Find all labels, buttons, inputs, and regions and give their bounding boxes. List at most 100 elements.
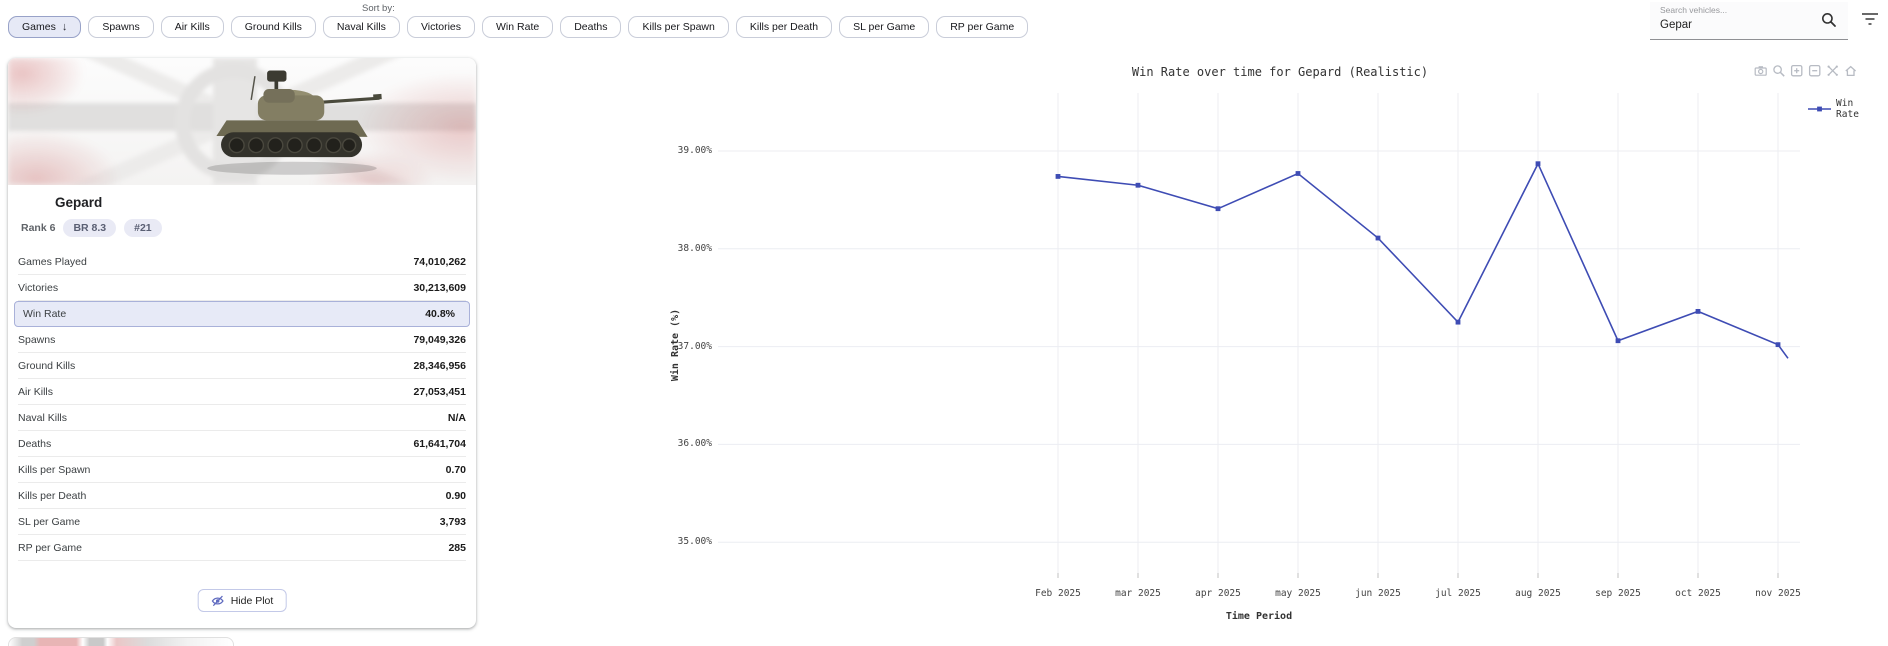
search-input[interactable] [1660,15,1810,35]
stat-label: Naval Kills [18,411,68,424]
stat-row-rp-per-game[interactable]: RP per Game 285 [18,535,466,561]
stat-row-kills-per-spawn[interactable]: Kills per Spawn 0.70 [18,457,466,483]
y-tick-label: 39.00% [677,145,712,156]
sort-button-label: Deaths [574,21,608,33]
sort-button-ground-kills[interactable]: Ground Kills [230,16,316,38]
data-point[interactable] [1215,206,1221,212]
x-tick-label: apr 2025 [1195,588,1241,599]
stat-row-spawns[interactable]: Spawns 79,049,326 [18,327,466,353]
sort-button-deaths[interactable]: Deaths [560,16,622,38]
sort-button-games[interactable]: Games ↓ [8,16,82,38]
sort-button-spawns[interactable]: Spawns [88,16,154,38]
stat-value: 74,010,262 [413,255,466,268]
sort-button-naval-kills[interactable]: Naval Kills [322,16,400,38]
y-tick-label: 38.00% [677,242,712,254]
sort-button-kills-per-death[interactable]: Kills per Death [735,16,833,38]
stat-value: 40.8% [425,308,455,320]
stat-row-kills-per-death[interactable]: Kills per Death 0.90 [18,483,466,509]
chart-legend[interactable]: Win Rate [1808,98,1880,120]
sort-button-label: Air Kills [174,21,210,33]
sort-button-label: RP per Game [950,21,1015,33]
stat-value: 285 [448,541,466,554]
sort-button-label: Kills per Spawn [642,21,715,33]
stat-row-victories[interactable]: Victories 30,213,609 [18,275,466,301]
win-rate-line [1057,161,1789,359]
next-vehicle-card-partial[interactable] [8,637,234,646]
stat-label: Games Played [18,255,87,268]
stat-label: Deaths [18,437,52,450]
sort-button-label: Kills per Death [749,21,819,33]
filter-icon[interactable] [1860,10,1880,28]
sort-button-label: Victories [420,21,462,33]
reset-home-icon[interactable] [1843,63,1858,78]
sort-button-victories[interactable]: Victories [406,16,476,38]
legend-line-sample [1808,106,1832,112]
sort-button-kills-per-spawn[interactable]: Kills per Spawn [628,16,729,38]
sort-button-label: Naval Kills [336,21,386,33]
sort-button-label: Ground Kills [244,21,302,33]
stats-list: Games Played 74,010,262 Victories 30,213,60… [8,249,476,561]
data-point[interactable] [1775,342,1781,348]
sort-button-label: Win Rate [496,21,540,33]
sort-button-label: Games [22,21,56,33]
data-point[interactable] [1615,338,1621,344]
stat-label: RP per Game [18,541,82,554]
autoscale-icon[interactable] [1825,63,1840,78]
stat-row-ground-kills[interactable]: Ground Kills 28,346,956 [18,353,466,379]
sort-by-label: Sort by: [362,3,395,14]
search-icon[interactable] [1820,11,1838,29]
badge--21: #21 [124,219,162,237]
x-tick-label: jul 2025 [1435,588,1481,599]
stat-label: Kills per Spawn [18,463,91,476]
data-point[interactable] [1455,319,1461,325]
legend-label: Win Rate [1836,98,1859,120]
sort-button-sl-per-game[interactable]: SL per Game [839,16,930,38]
sort-button-label: SL per Game [853,21,916,33]
win-rate-chart: Win Rate over time for Gepard (Realistic… [480,48,1880,638]
vehicle-image [8,58,476,185]
stat-value: 3,793 [439,515,466,528]
x-tick-label: oct 2025 [1675,588,1721,599]
search-label: Search vehicles... [1660,5,1728,15]
stat-label: Spawns [18,333,56,346]
stat-row-sl-per-game[interactable]: SL per Game 3,793 [18,509,466,535]
x-tick-label: Feb 2025 [1035,588,1081,599]
sort-button-air-kills[interactable]: Air Kills [160,16,224,38]
vehicle-card: Gepard Rank 6 BR 8.3 #21 Games Played 74,0… [8,58,476,628]
stat-label: Ground Kills [18,359,76,372]
plot-modebar [1753,63,1858,78]
sort-button-win-rate[interactable]: Win Rate [482,16,554,38]
data-point[interactable] [1375,235,1381,241]
zoom-in-icon[interactable] [1789,63,1804,78]
chart-canvas[interactable] [480,48,1880,638]
data-point[interactable] [1135,182,1141,188]
data-point[interactable] [1695,308,1701,314]
stat-label: Win Rate [23,308,67,320]
data-point[interactable] [1055,174,1061,179]
search-box[interactable]: Search vehicles... [1650,2,1848,40]
x-tick-label: nov 2025 [1755,588,1801,599]
stat-row-deaths[interactable]: Deaths 61,641,704 [18,431,466,457]
stat-label: Air Kills [18,385,54,398]
stat-value: 61,641,704 [413,437,466,450]
y-tick-label: 37.00% [677,340,712,352]
hide-plot-button[interactable]: Hide Plot [197,589,287,612]
camera-icon[interactable] [1753,63,1768,78]
zoom-icon[interactable] [1771,63,1786,78]
data-point[interactable] [1535,161,1541,167]
zoom-out-icon[interactable] [1807,63,1822,78]
stat-row-games-played[interactable]: Games Played 74,010,262 [18,249,466,275]
stat-row-naval-kills[interactable]: Naval Kills N/A [18,405,466,431]
chart-title: Win Rate over time for Gepard (Realistic… [1131,65,1429,79]
sort-button-rp-per-game[interactable]: RP per Game [936,16,1029,38]
badge-br-8-3: BR 8.3 [63,219,117,237]
x-tick-label: sep 2025 [1595,588,1641,599]
sort-button-label: Spawns [102,21,140,33]
stat-row-win-rate[interactable]: Win Rate 40.8% [14,301,470,327]
hide-plot-label: Hide Plot [230,594,274,607]
stat-value: 28,346,956 [413,359,466,372]
vehicle-title: Gepard [55,195,103,210]
stat-row-air-kills[interactable]: Air Kills 27,053,451 [18,379,466,405]
data-point[interactable] [1295,171,1301,176]
tank-illustration [207,70,382,175]
